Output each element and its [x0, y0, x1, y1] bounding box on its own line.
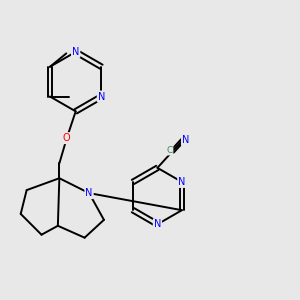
- Text: N: N: [178, 177, 186, 187]
- Text: N: N: [85, 188, 93, 198]
- Text: N: N: [98, 92, 105, 101]
- Text: N: N: [154, 219, 161, 229]
- Text: N: N: [182, 135, 189, 145]
- Text: O: O: [63, 133, 70, 143]
- Text: C: C: [166, 146, 172, 154]
- Text: N: N: [72, 47, 80, 57]
